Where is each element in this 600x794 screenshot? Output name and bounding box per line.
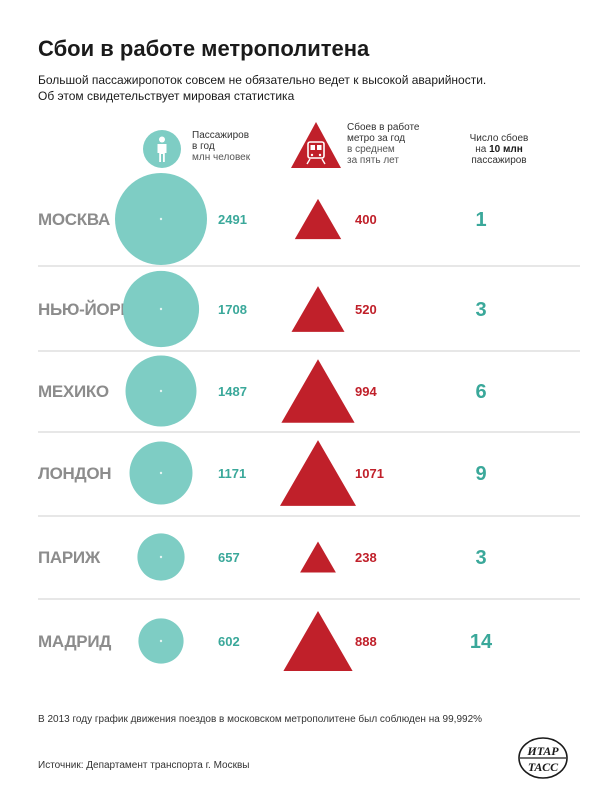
failures-value: 400 — [355, 212, 377, 227]
person-icon — [143, 130, 181, 168]
failure-triangle — [294, 198, 342, 240]
subtitle: Большой пассажиропоток совсем не обязате… — [38, 72, 558, 104]
passengers-value: 657 — [218, 550, 240, 565]
rate-header-line-3: пассажиров — [471, 155, 527, 166]
rate-value: 1 — [475, 209, 486, 231]
failures-header-line-3: в среднем — [347, 144, 395, 155]
failure-triangle — [280, 440, 356, 506]
rate-header-line-1: Число сбоев — [469, 133, 529, 144]
passengers-value: 1708 — [218, 302, 247, 317]
logo-top-text: ИТАР — [526, 744, 559, 758]
page-title: Сбои в работе метрополитена — [38, 36, 370, 61]
passengers-header-line-1: Пассажиров — [192, 130, 250, 141]
failures-value: 520 — [355, 302, 377, 317]
source-note: Источник: Департамент транспорта г. Моск… — [38, 760, 250, 771]
logo-bottom-text: ТАСС — [528, 760, 559, 774]
city-label: НЬЮ-ЙОРК — [38, 300, 131, 319]
passengers-value: 1487 — [218, 384, 247, 399]
city-label: ПАРИЖ — [38, 548, 101, 567]
rate-value: 14 — [470, 631, 493, 653]
city-label: МАДРИД — [38, 632, 111, 651]
failures-value: 238 — [355, 550, 377, 565]
failure-triangle — [300, 541, 336, 573]
circle-center-dot — [159, 471, 163, 475]
passengers-value: 2491 — [218, 212, 247, 227]
circle-center-dot — [159, 555, 163, 559]
passengers-header: Пассажиров в год млн человек — [192, 130, 250, 163]
subtitle-line-1: Большой пассажиропоток совсем не обязате… — [38, 73, 487, 87]
failures-header-line-1: Сбоев в работе — [347, 122, 420, 133]
failures-header: Сбоев в работе метро за год в среднем за… — [347, 122, 419, 166]
passengers-value: 602 — [218, 634, 240, 649]
rate-value: 6 — [475, 381, 486, 403]
circle-center-dot — [159, 307, 163, 311]
city-label: ЛОНДОН — [38, 464, 111, 483]
failures-header-line-2: метро за год — [347, 133, 406, 144]
subtitle-line-2: Об этом свидетельствует мировая статисти… — [38, 89, 295, 103]
circle-center-dot — [159, 217, 163, 221]
circle-center-dot — [159, 639, 163, 643]
city-label: МЕХИКО — [38, 382, 109, 401]
train-warning-icon — [291, 122, 341, 168]
footnote: В 2013 году график движения поездов в мо… — [38, 714, 483, 725]
itar-tass-logo: ИТАР ТАСС — [518, 737, 568, 779]
rate-header-prefix: на — [475, 144, 490, 155]
circle-center-dot — [159, 389, 163, 393]
city-label: МОСКВА — [38, 210, 110, 229]
failures-header-line-4: за пять лет — [347, 155, 399, 166]
rate-header-line-2: на 10 млн — [465, 144, 533, 155]
passengers-header-line-2: в год — [192, 141, 215, 152]
failure-triangle — [281, 359, 355, 423]
failures-value: 888 — [355, 634, 377, 649]
rate-value: 3 — [475, 299, 486, 321]
failure-triangle — [291, 286, 345, 332]
passengers-header-line-3: млн человек — [192, 152, 251, 163]
rate-value: 9 — [475, 463, 486, 485]
failures-value: 994 — [355, 384, 377, 399]
failures-value: 1071 — [355, 466, 384, 481]
rate-value: 3 — [475, 547, 486, 569]
rate-header-bold: 10 млн — [489, 144, 523, 155]
failure-triangle — [283, 611, 353, 671]
rate-header: Число сбоев на 10 млн пассажиров — [465, 133, 533, 166]
passengers-value: 1171 — [218, 466, 246, 481]
